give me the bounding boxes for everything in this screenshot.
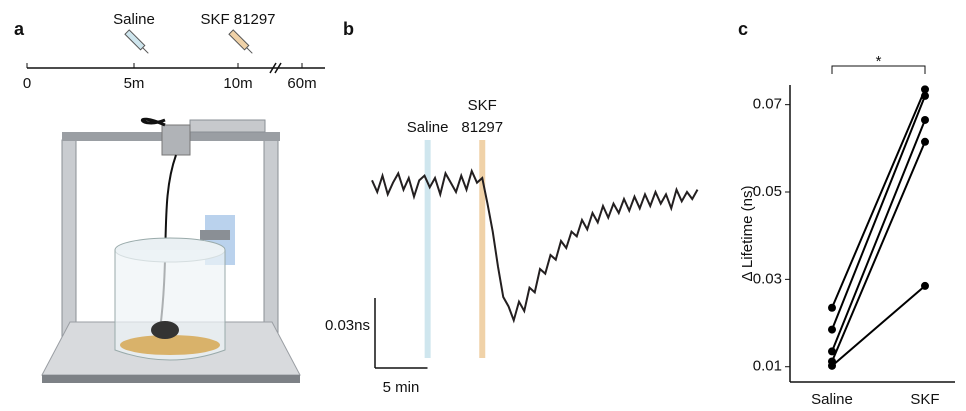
point (921, 91, 929, 100)
point (828, 347, 836, 356)
point (921, 85, 929, 94)
syringe-icon (228, 29, 253, 54)
y-tick-label: 0.05 (753, 183, 782, 200)
x-tick-label: SKF (910, 391, 939, 408)
timeline-tick-label: 60m (287, 75, 316, 92)
event-label: 81297 (461, 119, 503, 136)
x-tick-label: Saline (811, 391, 853, 408)
event-label: Saline (407, 119, 449, 136)
y-tick-label: 0.03 (753, 270, 782, 287)
point (828, 361, 836, 370)
event-marker (479, 140, 486, 358)
event-marker (424, 140, 431, 358)
point (921, 115, 929, 124)
y-tick-label: 0.01 (753, 358, 782, 375)
pair-line (831, 88, 926, 309)
pair-line (831, 285, 926, 367)
axis-break (274, 62, 282, 74)
pair-line (831, 95, 926, 330)
timeline-tick-label: 10m (223, 75, 252, 92)
pair-line (831, 141, 926, 362)
event-label: SKF (468, 97, 497, 114)
apparatus-illustration (41, 117, 301, 383)
point (921, 137, 929, 146)
point (828, 325, 836, 334)
significance-label: * (876, 53, 882, 70)
trace (371, 168, 699, 324)
pair-line (831, 119, 926, 352)
timeline-tick-label: 5m (124, 75, 145, 92)
event-label: SKF 81297 (200, 11, 275, 28)
point (828, 303, 836, 312)
y-axis-label: Δ Lifetime (ns) (739, 186, 756, 282)
axis-break (269, 62, 277, 74)
y-tick-label: 0.07 (753, 96, 782, 113)
panel-label: b (343, 19, 354, 39)
point (921, 281, 929, 290)
scale-bar-label: 0.03ns (325, 317, 370, 334)
significance-bracket (831, 65, 926, 74)
panel-label: c (738, 19, 748, 39)
event-label: Saline (113, 11, 155, 28)
panel-label: a (14, 19, 25, 39)
timeline-tick-label: 0 (23, 75, 31, 92)
syringe-icon (124, 29, 149, 54)
scale-bar-label: 5 min (383, 379, 420, 396)
